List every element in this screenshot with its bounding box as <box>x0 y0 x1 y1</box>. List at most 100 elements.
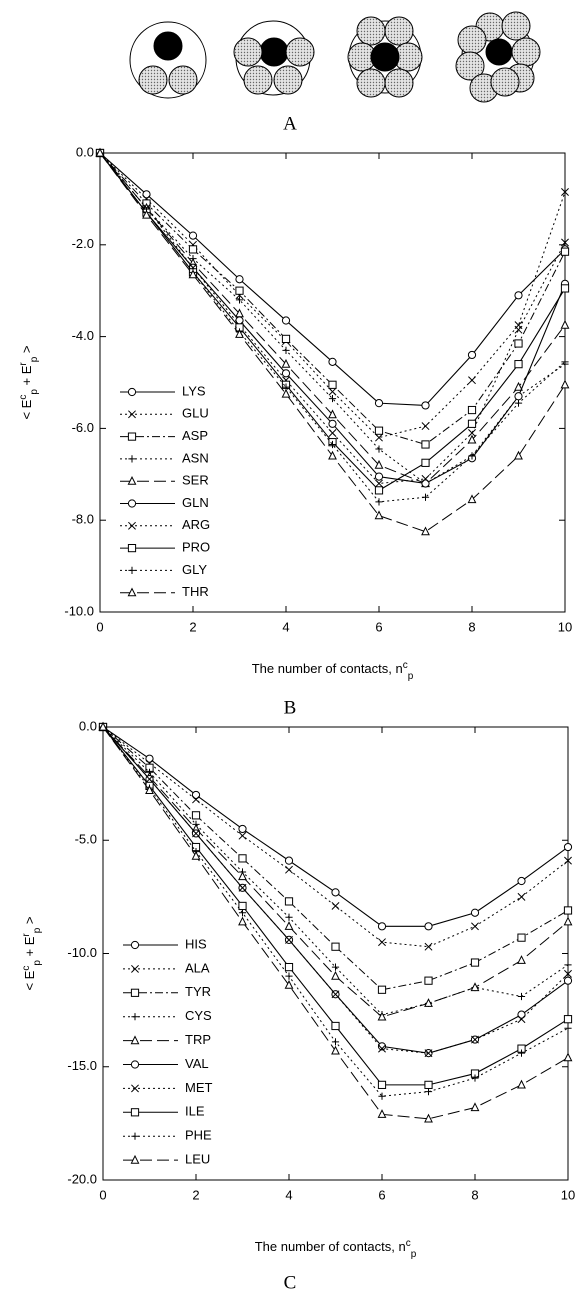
marker <box>374 426 384 435</box>
marker <box>378 1092 386 1100</box>
series-line <box>99 152 566 446</box>
marker <box>142 209 151 219</box>
legend-label: PHE <box>185 1128 212 1143</box>
legend-marker <box>128 521 136 530</box>
marker <box>467 434 477 444</box>
label-part: > <box>19 345 34 356</box>
marker <box>517 992 526 1001</box>
axis-label: < Ecp + Erp > <box>21 916 43 990</box>
series-line <box>102 726 569 991</box>
label-part: c <box>406 1238 411 1249</box>
series-line <box>99 152 566 485</box>
marker <box>238 883 247 892</box>
y-tick-label: -4.0 <box>72 328 94 343</box>
label-part: p <box>29 356 40 362</box>
marker <box>235 329 244 338</box>
label-part: + E <box>22 936 37 960</box>
y-tick-label: -20.0 <box>67 1171 97 1186</box>
marker <box>421 526 430 536</box>
marker <box>331 888 340 897</box>
marker <box>467 419 477 428</box>
marker <box>188 269 198 279</box>
series-line <box>99 152 566 485</box>
series-line <box>99 152 566 407</box>
legend-label: PRO <box>182 540 210 555</box>
diagram-2 <box>233 20 315 96</box>
marker <box>284 962 294 972</box>
panel-label: C <box>284 1272 297 1293</box>
marker <box>517 1079 526 1089</box>
marker <box>471 922 479 931</box>
marker <box>192 795 200 804</box>
legend-label: ALA <box>185 960 210 975</box>
marker <box>331 970 340 980</box>
marker <box>188 231 198 240</box>
label-part: c <box>21 966 32 971</box>
diagram-4 <box>455 11 541 103</box>
marker <box>328 357 337 366</box>
x-tick-label: 8 <box>468 619 475 634</box>
marker <box>424 1080 433 1089</box>
legend-marker <box>131 1132 139 1140</box>
series-line <box>99 152 566 485</box>
legend-label: SER <box>182 473 209 488</box>
marker <box>561 358 569 366</box>
marker <box>238 831 247 840</box>
legend-label: TYR <box>185 984 211 999</box>
label-part: + E <box>19 365 34 389</box>
marker <box>467 494 477 504</box>
diagram-3 <box>347 16 423 98</box>
y-tick-label: 0.0 <box>76 144 94 159</box>
x-tick-label: 2 <box>192 1187 199 1202</box>
marker <box>468 376 476 385</box>
marker <box>564 856 572 865</box>
series-line <box>99 152 566 485</box>
marker <box>375 498 383 506</box>
series-line <box>99 152 566 533</box>
marker <box>424 976 433 985</box>
x-tick-label: 4 <box>285 1187 292 1202</box>
marker <box>374 510 384 520</box>
marker <box>374 486 384 495</box>
marker <box>282 346 290 354</box>
y-tick-label: -8.0 <box>72 512 94 527</box>
x-tick-label: 6 <box>378 1187 385 1202</box>
marker <box>377 1042 387 1051</box>
legend-label: MET <box>185 1080 213 1095</box>
marker <box>328 387 337 396</box>
marker <box>421 474 430 483</box>
series-line <box>102 726 569 1120</box>
y-tick-label: -15.0 <box>67 1058 97 1073</box>
marker <box>563 976 573 985</box>
label-part: < E <box>22 970 37 990</box>
marker <box>284 856 294 865</box>
marker <box>514 339 523 348</box>
marker <box>192 829 200 838</box>
marker <box>424 1088 433 1096</box>
marker <box>424 922 433 931</box>
marker <box>284 921 294 930</box>
marker <box>560 379 570 389</box>
marker <box>560 319 570 329</box>
legend-label: LEU <box>185 1152 210 1167</box>
legend-label: LYS <box>182 383 206 398</box>
legend-label: GLN <box>182 495 209 510</box>
legend-label: ARG <box>182 517 210 532</box>
marker <box>331 901 340 910</box>
marker <box>142 190 151 199</box>
marker <box>145 754 154 763</box>
marker <box>564 969 572 978</box>
marker <box>238 854 247 863</box>
marker <box>328 440 337 449</box>
marker <box>563 1052 573 1062</box>
legend-marker <box>128 410 136 419</box>
marker <box>560 247 570 256</box>
axis-label: The number of contacts, ncp <box>255 1238 417 1260</box>
label-part: < E <box>19 399 34 419</box>
marker <box>517 1049 526 1057</box>
marker <box>191 850 201 860</box>
marker <box>424 1113 433 1123</box>
label-part: > <box>22 916 37 927</box>
marker <box>517 892 526 901</box>
marker <box>517 955 526 964</box>
